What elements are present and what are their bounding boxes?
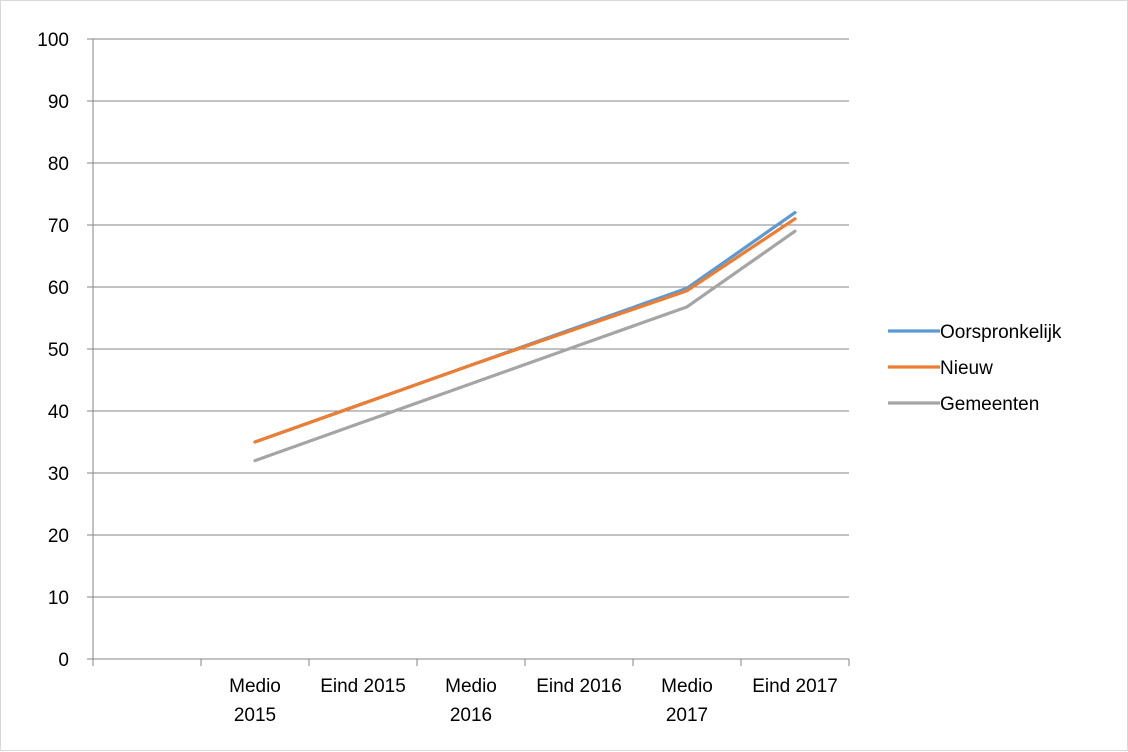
y-tick-label: 30 xyxy=(48,464,69,485)
x-tick-label-line: 2015 xyxy=(234,705,276,726)
legend: Oorspronkelijk Nieuw Gemeenten xyxy=(888,322,1062,415)
x-tick-label: Eind 2015 xyxy=(320,676,406,697)
x-tick-label-line: Medio xyxy=(661,676,713,697)
x-tick-label-line: 2017 xyxy=(666,705,708,726)
y-tick-label: 0 xyxy=(58,650,69,671)
y-axis-tick-labels: 0 10 20 30 40 50 60 70 80 90 100 xyxy=(37,30,69,671)
x-tick-label-line: 2016 xyxy=(450,705,492,726)
y-tick-label: 70 xyxy=(48,216,69,237)
x-tick-label: Medio 2015 xyxy=(229,676,281,726)
x-tick-label: Eind 2016 xyxy=(536,676,622,697)
y-tick-label: 90 xyxy=(48,92,69,113)
x-tick-label: Eind 2017 xyxy=(752,676,838,697)
x-tick-label-line: Medio xyxy=(229,676,281,697)
x-tick-label: Medio 2017 xyxy=(661,676,713,726)
y-tick-label: 20 xyxy=(48,526,69,547)
series-line-nieuw xyxy=(253,217,797,444)
y-tick-label: 40 xyxy=(48,402,69,423)
y-tick-label: 100 xyxy=(37,30,69,51)
series-line-gemeenten xyxy=(253,229,797,463)
x-tick-label: Medio 2016 xyxy=(445,676,497,726)
x-tick-label-line: Medio xyxy=(445,676,497,697)
gridlines xyxy=(93,38,849,598)
y-tick-label: 50 xyxy=(48,340,69,361)
y-tick-label: 60 xyxy=(48,278,69,299)
x-tick-label-line: Eind 2017 xyxy=(752,676,838,697)
series-lines xyxy=(253,211,797,463)
x-tick-label-line: Eind 2016 xyxy=(536,676,622,697)
x-tick-label-line: Eind 2015 xyxy=(320,676,406,697)
axes xyxy=(87,38,850,666)
legend-label-gemeenten: Gemeenten xyxy=(940,394,1039,415)
legend-label-oorspronkelijk: Oorspronkelijk xyxy=(940,322,1062,343)
legend-label-nieuw: Nieuw xyxy=(940,358,993,379)
x-axis-tick-labels: Medio 2015 Eind 2015 Medio 2016 Eind 2016 Medi… xyxy=(229,676,838,726)
y-tick-label: 80 xyxy=(48,154,69,175)
series-line-oorspronkelijk xyxy=(253,211,797,444)
y-tick-label: 10 xyxy=(48,588,69,609)
